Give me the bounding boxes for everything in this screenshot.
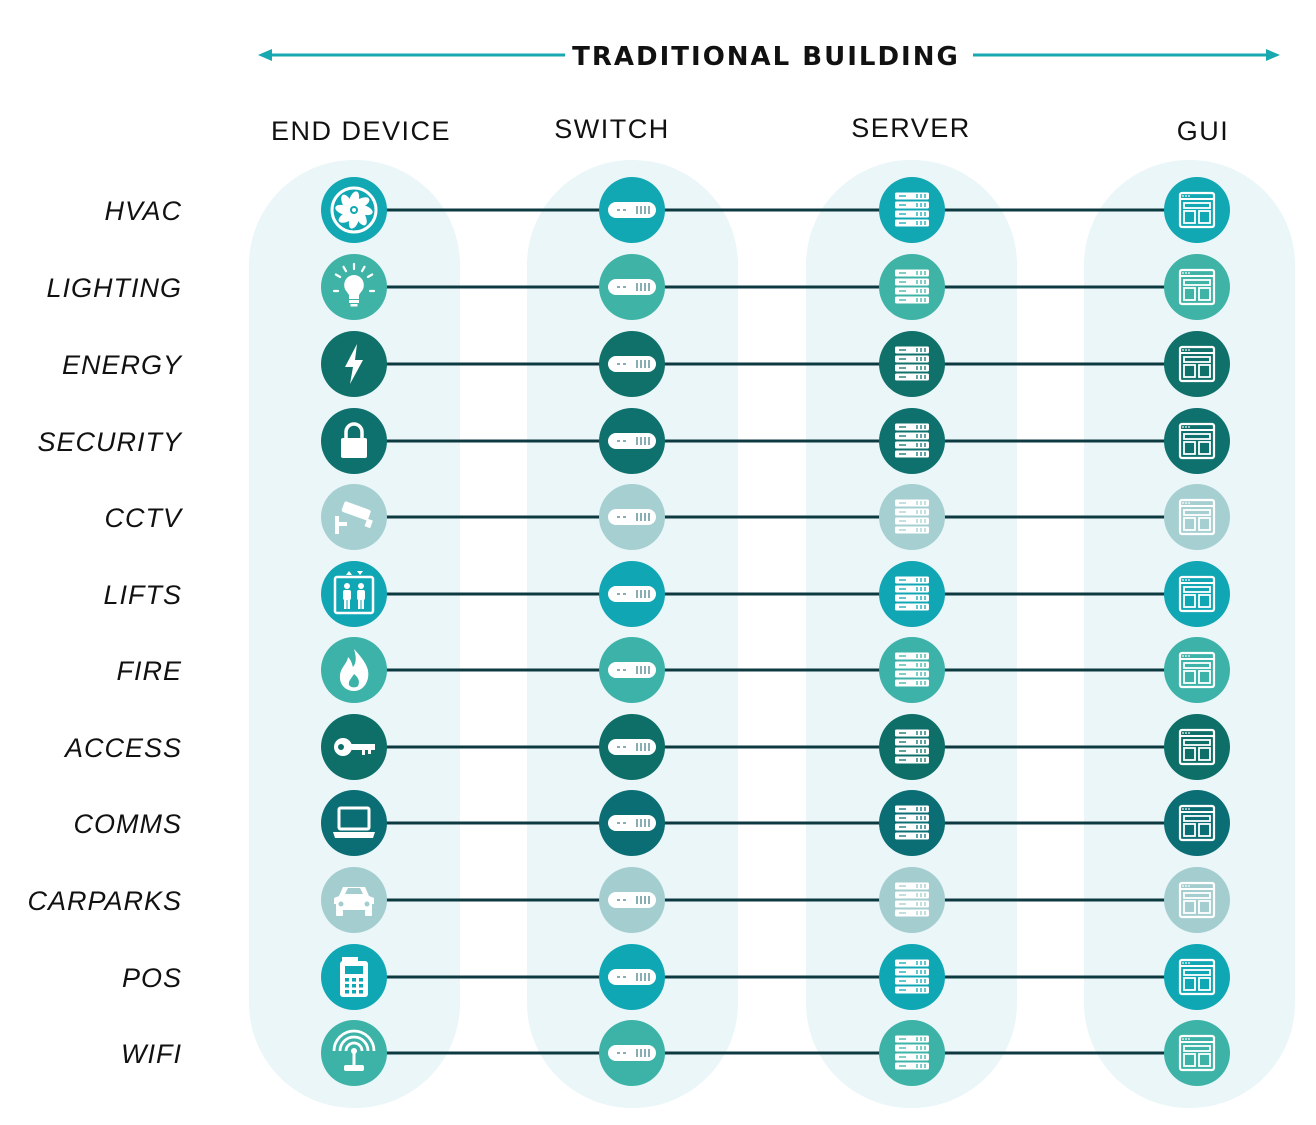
row-energy: ENERGY bbox=[62, 331, 1230, 397]
gui-window-icon bbox=[1164, 944, 1230, 1010]
column-heading-gui: GUI bbox=[1177, 116, 1230, 146]
gui-window-icon bbox=[1164, 331, 1230, 397]
row-carparks: CARPARKS bbox=[27, 867, 1230, 933]
lightbulb-icon bbox=[321, 254, 387, 320]
server-icon bbox=[879, 867, 945, 933]
band-end-device bbox=[249, 160, 460, 1108]
row-label-hvac: HVAC bbox=[104, 196, 182, 226]
row-label-lifts: LIFTS bbox=[103, 580, 182, 610]
row-label-energy: ENERGY bbox=[62, 350, 183, 380]
switch-icon bbox=[599, 1020, 665, 1086]
server-icon bbox=[879, 637, 945, 703]
server-icon bbox=[879, 944, 945, 1010]
gui-window-icon bbox=[1164, 1020, 1230, 1086]
row-access: ACCESS bbox=[63, 714, 1230, 780]
lightning-bolt-icon bbox=[321, 331, 387, 397]
row-label-security: SECURITY bbox=[37, 427, 183, 457]
gui-window-icon bbox=[1164, 790, 1230, 856]
switch-icon bbox=[599, 790, 665, 856]
server-icon bbox=[879, 177, 945, 243]
row-hvac: HVAC bbox=[104, 177, 1230, 243]
switch-icon bbox=[599, 944, 665, 1010]
arrow-right-head bbox=[1266, 49, 1280, 61]
row-security: SECURITY bbox=[37, 408, 1230, 474]
row-label-wifi: WIFI bbox=[121, 1039, 182, 1069]
row-label-lighting: LIGHTING bbox=[46, 273, 182, 303]
laptop-icon bbox=[321, 790, 387, 856]
header-title: TRADITIONAL BUILDING bbox=[572, 42, 960, 72]
column-heading-server: SERVER bbox=[851, 113, 971, 143]
column-heading-end-device: END DEVICE bbox=[271, 116, 451, 146]
server-icon bbox=[879, 561, 945, 627]
server-icon bbox=[879, 714, 945, 780]
gui-window-icon bbox=[1164, 408, 1230, 474]
switch-icon bbox=[599, 561, 665, 627]
gui-window-icon bbox=[1164, 484, 1230, 550]
band-server bbox=[806, 160, 1017, 1108]
row-label-cctv: CCTV bbox=[105, 503, 184, 533]
server-icon bbox=[879, 790, 945, 856]
fan-icon bbox=[321, 177, 387, 243]
switch-icon bbox=[599, 714, 665, 780]
column-bands bbox=[249, 160, 1295, 1108]
column-heading-switch: SWITCH bbox=[554, 114, 669, 144]
cctv-camera-icon bbox=[321, 484, 387, 550]
row-label-carparks: CARPARKS bbox=[27, 886, 182, 916]
row-label-fire: FIRE bbox=[116, 656, 182, 686]
row-label-access: ACCESS bbox=[63, 733, 182, 763]
wifi-router-icon bbox=[321, 1020, 387, 1086]
server-icon bbox=[879, 254, 945, 320]
server-icon bbox=[879, 1020, 945, 1086]
arrow-left-head bbox=[258, 49, 272, 61]
server-icon bbox=[879, 331, 945, 397]
switch-icon bbox=[599, 408, 665, 474]
row-fire: FIRE bbox=[116, 637, 1230, 703]
switch-icon bbox=[599, 484, 665, 550]
switch-icon bbox=[599, 254, 665, 320]
gui-window-icon bbox=[1164, 254, 1230, 320]
row-wifi: WIFI bbox=[121, 1020, 1230, 1086]
gui-window-icon bbox=[1164, 637, 1230, 703]
row-cctv: CCTV bbox=[105, 484, 1230, 550]
row-lighting: LIGHTING bbox=[46, 254, 1230, 320]
padlock-icon bbox=[321, 408, 387, 474]
header-double-arrow bbox=[258, 49, 1280, 61]
row-lifts: LIFTS bbox=[103, 561, 1230, 627]
row-pos: POS bbox=[122, 944, 1230, 1010]
server-icon bbox=[879, 408, 945, 474]
gui-window-icon bbox=[1164, 177, 1230, 243]
key-icon bbox=[321, 714, 387, 780]
row-label-pos: POS bbox=[122, 963, 182, 993]
gui-window-icon bbox=[1164, 714, 1230, 780]
car-icon bbox=[321, 867, 387, 933]
switch-icon bbox=[599, 867, 665, 933]
elevator-icon bbox=[321, 561, 387, 627]
server-icon bbox=[879, 484, 945, 550]
gui-window-icon bbox=[1164, 867, 1230, 933]
switch-icon bbox=[599, 331, 665, 397]
rows: HVAC LIGHTING ENERGY SECURITY CCTV LIFTS FIRE A… bbox=[27, 177, 1230, 1086]
pos-terminal-icon bbox=[321, 944, 387, 1010]
band-switch bbox=[527, 160, 738, 1108]
switch-icon bbox=[599, 177, 665, 243]
gui-window-icon bbox=[1164, 561, 1230, 627]
flame-icon bbox=[321, 637, 387, 703]
switch-icon bbox=[599, 637, 665, 703]
band-gui bbox=[1084, 160, 1295, 1108]
row-label-comms: COMMS bbox=[74, 809, 183, 839]
row-comms: COMMS bbox=[74, 790, 1230, 856]
